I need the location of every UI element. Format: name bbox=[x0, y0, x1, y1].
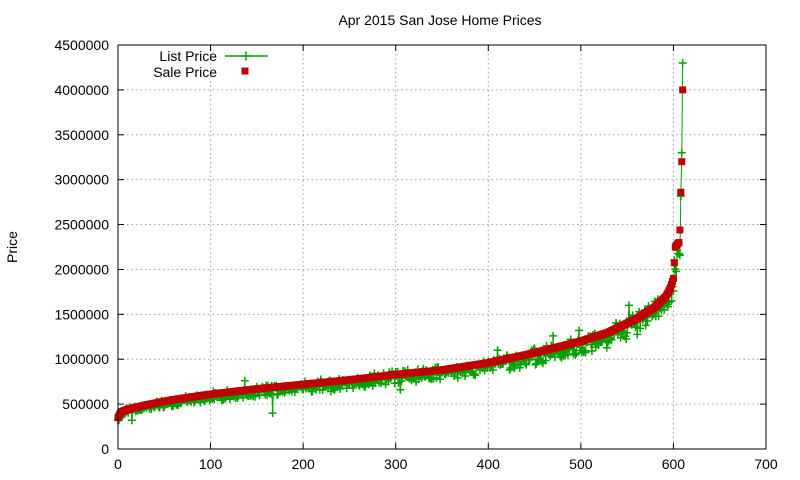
list-price-marker bbox=[641, 321, 650, 330]
list-price-marker bbox=[268, 409, 277, 418]
y-tick-label: 0 bbox=[101, 441, 109, 457]
grid-lines bbox=[118, 45, 766, 449]
list-price-marker bbox=[541, 356, 550, 365]
list-price-marker bbox=[623, 328, 632, 337]
y-tick-label: 2500000 bbox=[54, 217, 109, 233]
list-price-marker bbox=[581, 348, 590, 357]
list-price-marker bbox=[675, 251, 684, 260]
list-price-marker bbox=[522, 360, 531, 369]
list-price-marker bbox=[407, 376, 416, 385]
list-price-marker bbox=[549, 331, 558, 340]
legend-label-list-price: List Price bbox=[159, 48, 217, 64]
list-price-marker bbox=[633, 330, 642, 339]
list-price-marker bbox=[127, 416, 136, 425]
x-tick-label: 0 bbox=[114, 456, 122, 472]
legend: List Price Sale Price bbox=[153, 48, 268, 80]
chart-title: Apr 2015 San Jose Home Prices bbox=[338, 12, 541, 28]
y-tick-label: 4500000 bbox=[54, 37, 109, 53]
list-price-marker bbox=[493, 346, 502, 355]
list-price-marker bbox=[308, 387, 317, 396]
list-price-marker bbox=[672, 267, 681, 276]
list-price-marker bbox=[461, 372, 470, 381]
list-price-marker bbox=[450, 372, 459, 381]
list-price-marker bbox=[678, 58, 687, 67]
list-price-marker bbox=[471, 371, 480, 380]
list-price-marker bbox=[677, 148, 686, 157]
plot-frame bbox=[117, 44, 767, 450]
list-price-marker bbox=[251, 392, 260, 401]
sale-price-marker bbox=[675, 239, 683, 247]
y-tick-label: 3500000 bbox=[54, 127, 109, 143]
list-price-marker bbox=[240, 376, 249, 385]
axis-ticks: 0 100 200 300 400 500 600 700 0 500000 1000000 1500… bbox=[54, 37, 777, 472]
list-price-marker bbox=[575, 326, 584, 335]
x-tick-label: 100 bbox=[199, 456, 223, 472]
list-price-marker bbox=[537, 357, 546, 366]
list-price-marker bbox=[631, 323, 640, 332]
sale-price-marker bbox=[670, 259, 678, 267]
list-price-marker bbox=[667, 296, 676, 305]
list-price-marker bbox=[587, 346, 596, 355]
list-price-marker bbox=[636, 324, 645, 333]
x-tick-label: 300 bbox=[384, 456, 408, 472]
y-tick-label: 3000000 bbox=[54, 172, 109, 188]
list-price-marker bbox=[396, 385, 405, 394]
list-price-marker bbox=[511, 361, 520, 370]
list-price-marker bbox=[318, 385, 327, 394]
legend-marker-sale-price bbox=[241, 67, 249, 75]
sale-price-marker bbox=[677, 188, 685, 196]
list-price-marker bbox=[453, 373, 462, 382]
y-tick-label: 1500000 bbox=[54, 306, 109, 322]
y-tick-label: 2000000 bbox=[54, 261, 109, 277]
list-price-marker bbox=[436, 375, 445, 384]
list-price-marker bbox=[643, 317, 652, 326]
list-price-marker bbox=[607, 335, 616, 344]
list-price-line bbox=[117, 62, 684, 421]
list-price-marker bbox=[622, 335, 631, 344]
sale-price-marker bbox=[678, 158, 686, 166]
list-price-marker bbox=[598, 337, 607, 346]
y-axis-label: Price bbox=[4, 231, 20, 263]
list-price-marker bbox=[505, 365, 514, 374]
list-price-marker bbox=[255, 391, 264, 400]
y-tick-label: 4000000 bbox=[54, 82, 109, 98]
plot-area bbox=[114, 58, 687, 425]
sale-price-marker bbox=[679, 86, 687, 94]
x-tick-label: 400 bbox=[477, 456, 501, 472]
list-price-marker bbox=[531, 360, 540, 369]
x-tick-label: 200 bbox=[291, 456, 315, 472]
list-price-marker bbox=[571, 350, 580, 359]
list-price-marker bbox=[470, 370, 479, 379]
y-tick-label: 500000 bbox=[62, 396, 109, 412]
list-price-marker bbox=[663, 302, 672, 311]
sale-price-marker bbox=[669, 274, 677, 282]
list-price-marker bbox=[616, 333, 625, 342]
list-price-marker bbox=[488, 366, 497, 375]
sale-price-marker bbox=[676, 226, 684, 234]
list-price-marker bbox=[602, 343, 611, 352]
list-price-marker bbox=[376, 379, 385, 388]
x-tick-label: 500 bbox=[569, 456, 593, 472]
legend-marker-list-price bbox=[241, 51, 251, 61]
legend-label-sale-price: Sale Price bbox=[153, 64, 217, 80]
list-price-marker bbox=[290, 388, 299, 397]
list-price-marker bbox=[349, 384, 358, 393]
list-price-marker bbox=[674, 249, 683, 258]
list-price-marker bbox=[563, 350, 572, 359]
x-tick-label: 700 bbox=[754, 456, 778, 472]
list-price-marker bbox=[654, 312, 663, 321]
y-tick-label: 1000000 bbox=[54, 351, 109, 367]
x-tick-label: 600 bbox=[662, 456, 686, 472]
list-price-marker bbox=[624, 301, 633, 310]
